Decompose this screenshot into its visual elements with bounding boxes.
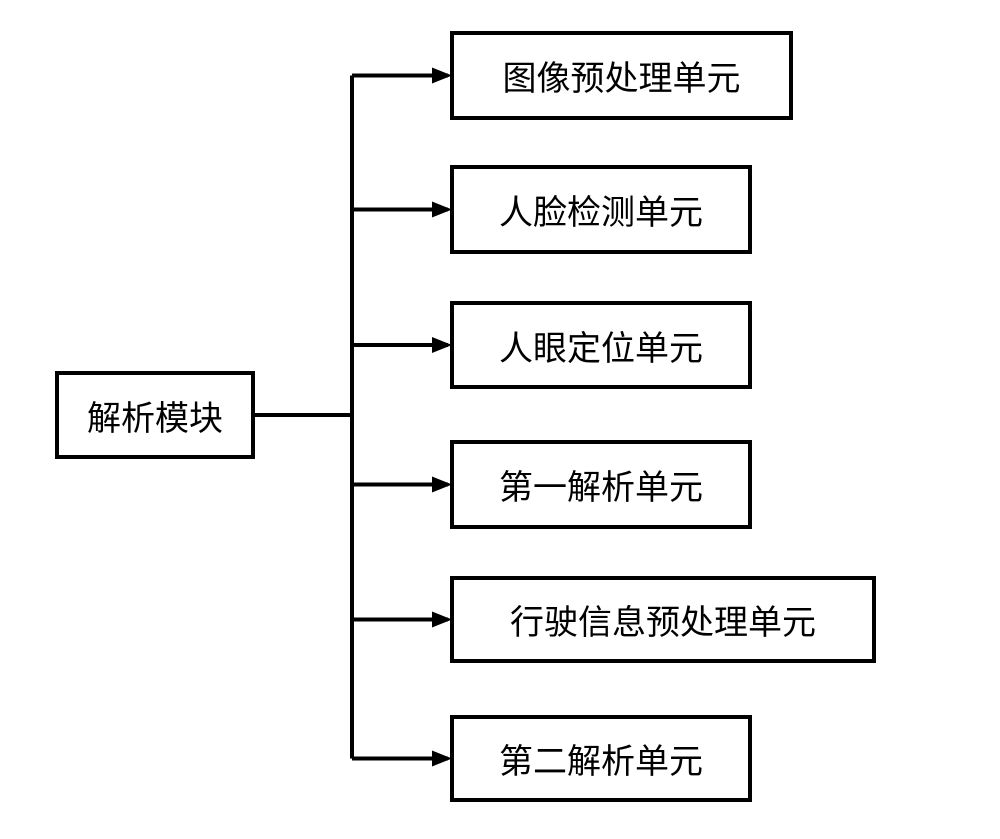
root-label: 解析模块 <box>87 391 223 440</box>
child-node-5: 第二解析单元 <box>450 715 752 802</box>
root-node: 解析模块 <box>55 371 255 459</box>
child-label-4: 行驶信息预处理单元 <box>510 595 816 644</box>
child-label-3: 第一解析单元 <box>499 460 703 509</box>
child-node-2: 人眼定位单元 <box>450 301 752 389</box>
child-label-0: 图像预处理单元 <box>503 51 741 100</box>
diagram-canvas: 解析模块 图像预处理单元 人脸检测单元 人眼定位单元 第一解析单元 行驶信息预处… <box>0 0 1000 839</box>
child-node-0: 图像预处理单元 <box>450 31 793 120</box>
child-node-1: 人脸检测单元 <box>450 165 752 254</box>
child-label-5: 第二解析单元 <box>499 734 703 783</box>
child-label-1: 人脸检测单元 <box>499 185 703 234</box>
child-node-3: 第一解析单元 <box>450 440 752 529</box>
child-label-2: 人眼定位单元 <box>499 321 703 370</box>
child-node-4: 行驶信息预处理单元 <box>450 576 876 663</box>
